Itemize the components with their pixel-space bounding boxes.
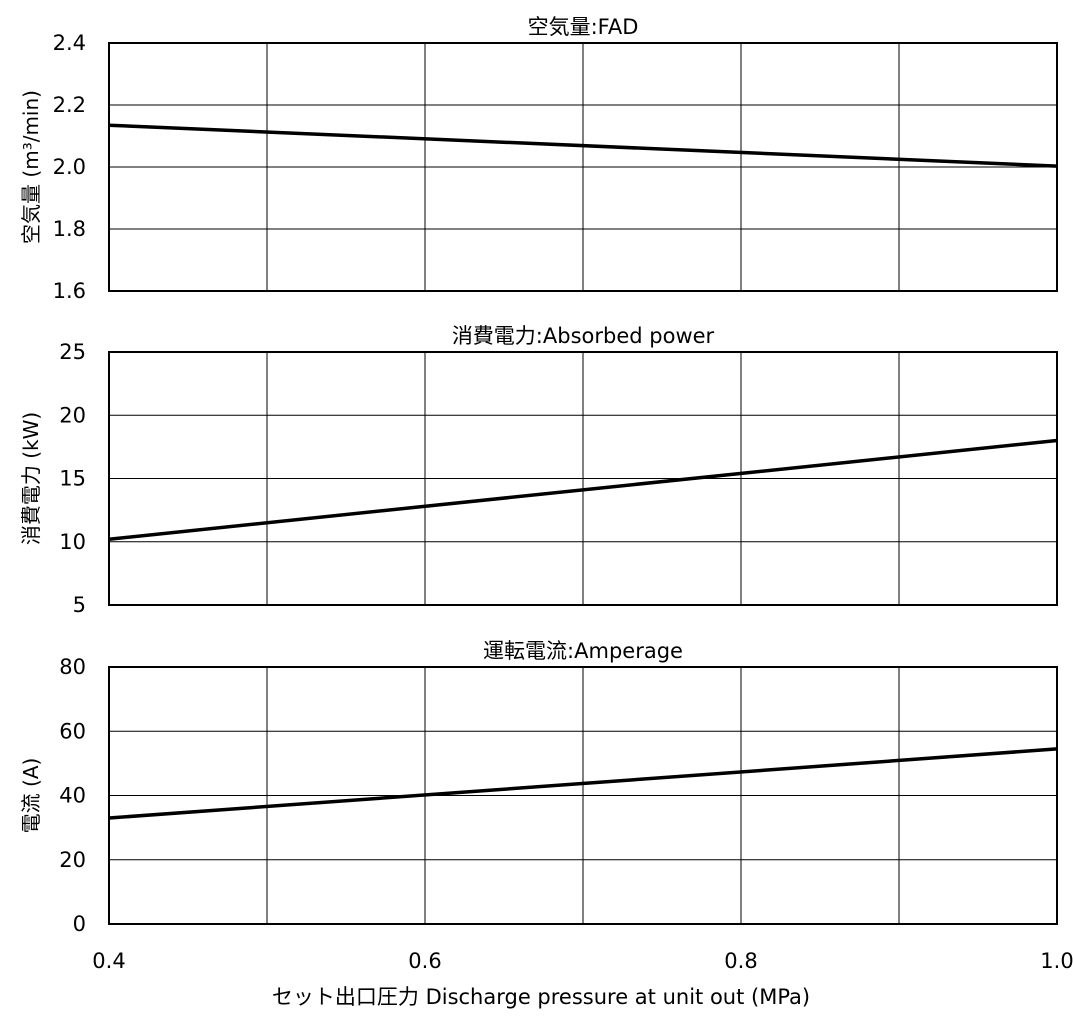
x-tick-label: 0.4 [92, 949, 125, 973]
y-axis-label: 電流 (A) [19, 758, 43, 834]
chart-title: 消費電力:Absorbed power [452, 324, 715, 348]
series-line-1 [108, 747, 1058, 820]
x-tick-label: 0.6 [408, 949, 441, 973]
plot-area-frame [108, 351, 1058, 606]
plot-area-frame [108, 666, 1058, 925]
y-tick-label: 1.8 [53, 217, 86, 241]
y-tick-label: 2.0 [53, 155, 86, 179]
y-tick-label: 25 [59, 340, 86, 364]
y-tick-label: 2.4 [53, 31, 86, 55]
x-axis-label: セット出口圧力 Discharge pressure at unit out (… [272, 985, 810, 1009]
y-tick-label: 80 [59, 655, 86, 679]
y-axis-label: 消費電力 (kW) [19, 412, 43, 545]
y-tick-label: 60 [59, 719, 86, 743]
chart-panel-3: 0 20 40 60 80 運転電流:Amperage 電流 (A) 0.4 0.6 0.8 1.0 [19, 639, 1073, 973]
y-tick-label: 20 [59, 403, 86, 427]
y-tick-label: 40 [59, 784, 86, 808]
y-tick-label: 2.2 [53, 93, 86, 117]
series-line-1 [108, 438, 1058, 541]
y-tick-label: 1.6 [53, 279, 86, 303]
x-tick-label: 1.0 [1040, 949, 1073, 973]
chart-panel-1: 1.6 1.8 2.0 2.2 2.4 空気量:FAD 空気量 (m³/min) [19, 15, 1058, 303]
y-tick-label: 0 [73, 912, 86, 936]
y-tick-label: 10 [59, 530, 86, 554]
chart-title: 運転電流:Amperage [483, 639, 683, 663]
chart-panel-2: 5 10 15 20 25 消費電力:Absorbed power 消費電力 (kW) [19, 324, 1058, 617]
y-axis-label: 空気量 (m³/min) [19, 90, 43, 244]
y-tick-label: 5 [73, 593, 86, 617]
y-tick-label: 15 [59, 467, 86, 491]
plot-area-frame [108, 42, 1058, 292]
x-tick-label: 0.8 [724, 949, 757, 973]
y-tick-label: 20 [59, 848, 86, 872]
series-line-1 [108, 123, 1058, 168]
chart-title: 空気量:FAD [528, 15, 639, 39]
